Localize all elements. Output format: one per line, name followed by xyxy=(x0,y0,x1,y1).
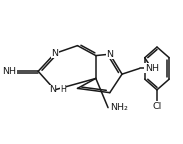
Text: NH: NH xyxy=(2,67,16,76)
Text: NH: NH xyxy=(145,64,159,73)
Text: H: H xyxy=(60,85,66,94)
Text: N: N xyxy=(106,50,113,59)
Text: N: N xyxy=(51,49,58,58)
Text: Cl: Cl xyxy=(152,102,162,111)
Text: NH₂: NH₂ xyxy=(110,103,128,112)
Text: N: N xyxy=(49,85,56,94)
